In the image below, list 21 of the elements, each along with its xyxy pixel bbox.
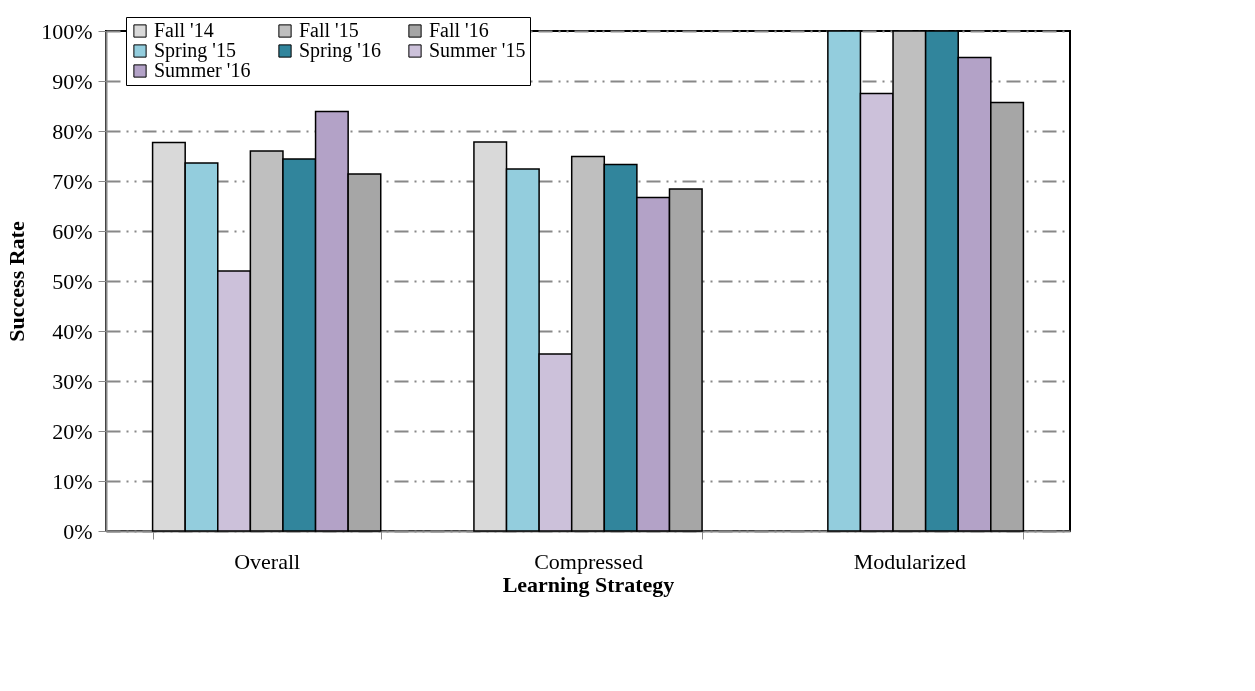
- y-tick-label: 70%: [52, 168, 93, 194]
- y-tick-label: 100%: [41, 18, 93, 44]
- y-tick-label: 40%: [52, 318, 93, 344]
- x-tick-label: Overall: [234, 548, 301, 574]
- y-tick-label: 30%: [52, 368, 93, 394]
- y-tick-label: 0%: [63, 518, 93, 544]
- y-axis-title: Success Rate: [4, 221, 30, 342]
- y-tick-label: 10%: [52, 468, 93, 494]
- legend-label: Fall '16: [429, 19, 489, 41]
- y-tick-label: 80%: [52, 118, 93, 144]
- legend-label: Fall '14: [154, 19, 214, 41]
- x-tick-label: Modularized: [853, 548, 967, 574]
- x-tick-label: Compressed: [534, 548, 643, 574]
- y-tick-label: 50%: [52, 268, 93, 294]
- y-tick-label: 60%: [52, 218, 93, 244]
- y-tick-label: 90%: [52, 68, 93, 94]
- legend-label: Fall '15: [299, 19, 359, 41]
- y-tick-label: 20%: [52, 418, 93, 444]
- legend-label: Summer '15: [429, 39, 526, 61]
- legend-label: Spring '16: [299, 39, 381, 62]
- legend-label: Spring '15: [154, 39, 236, 62]
